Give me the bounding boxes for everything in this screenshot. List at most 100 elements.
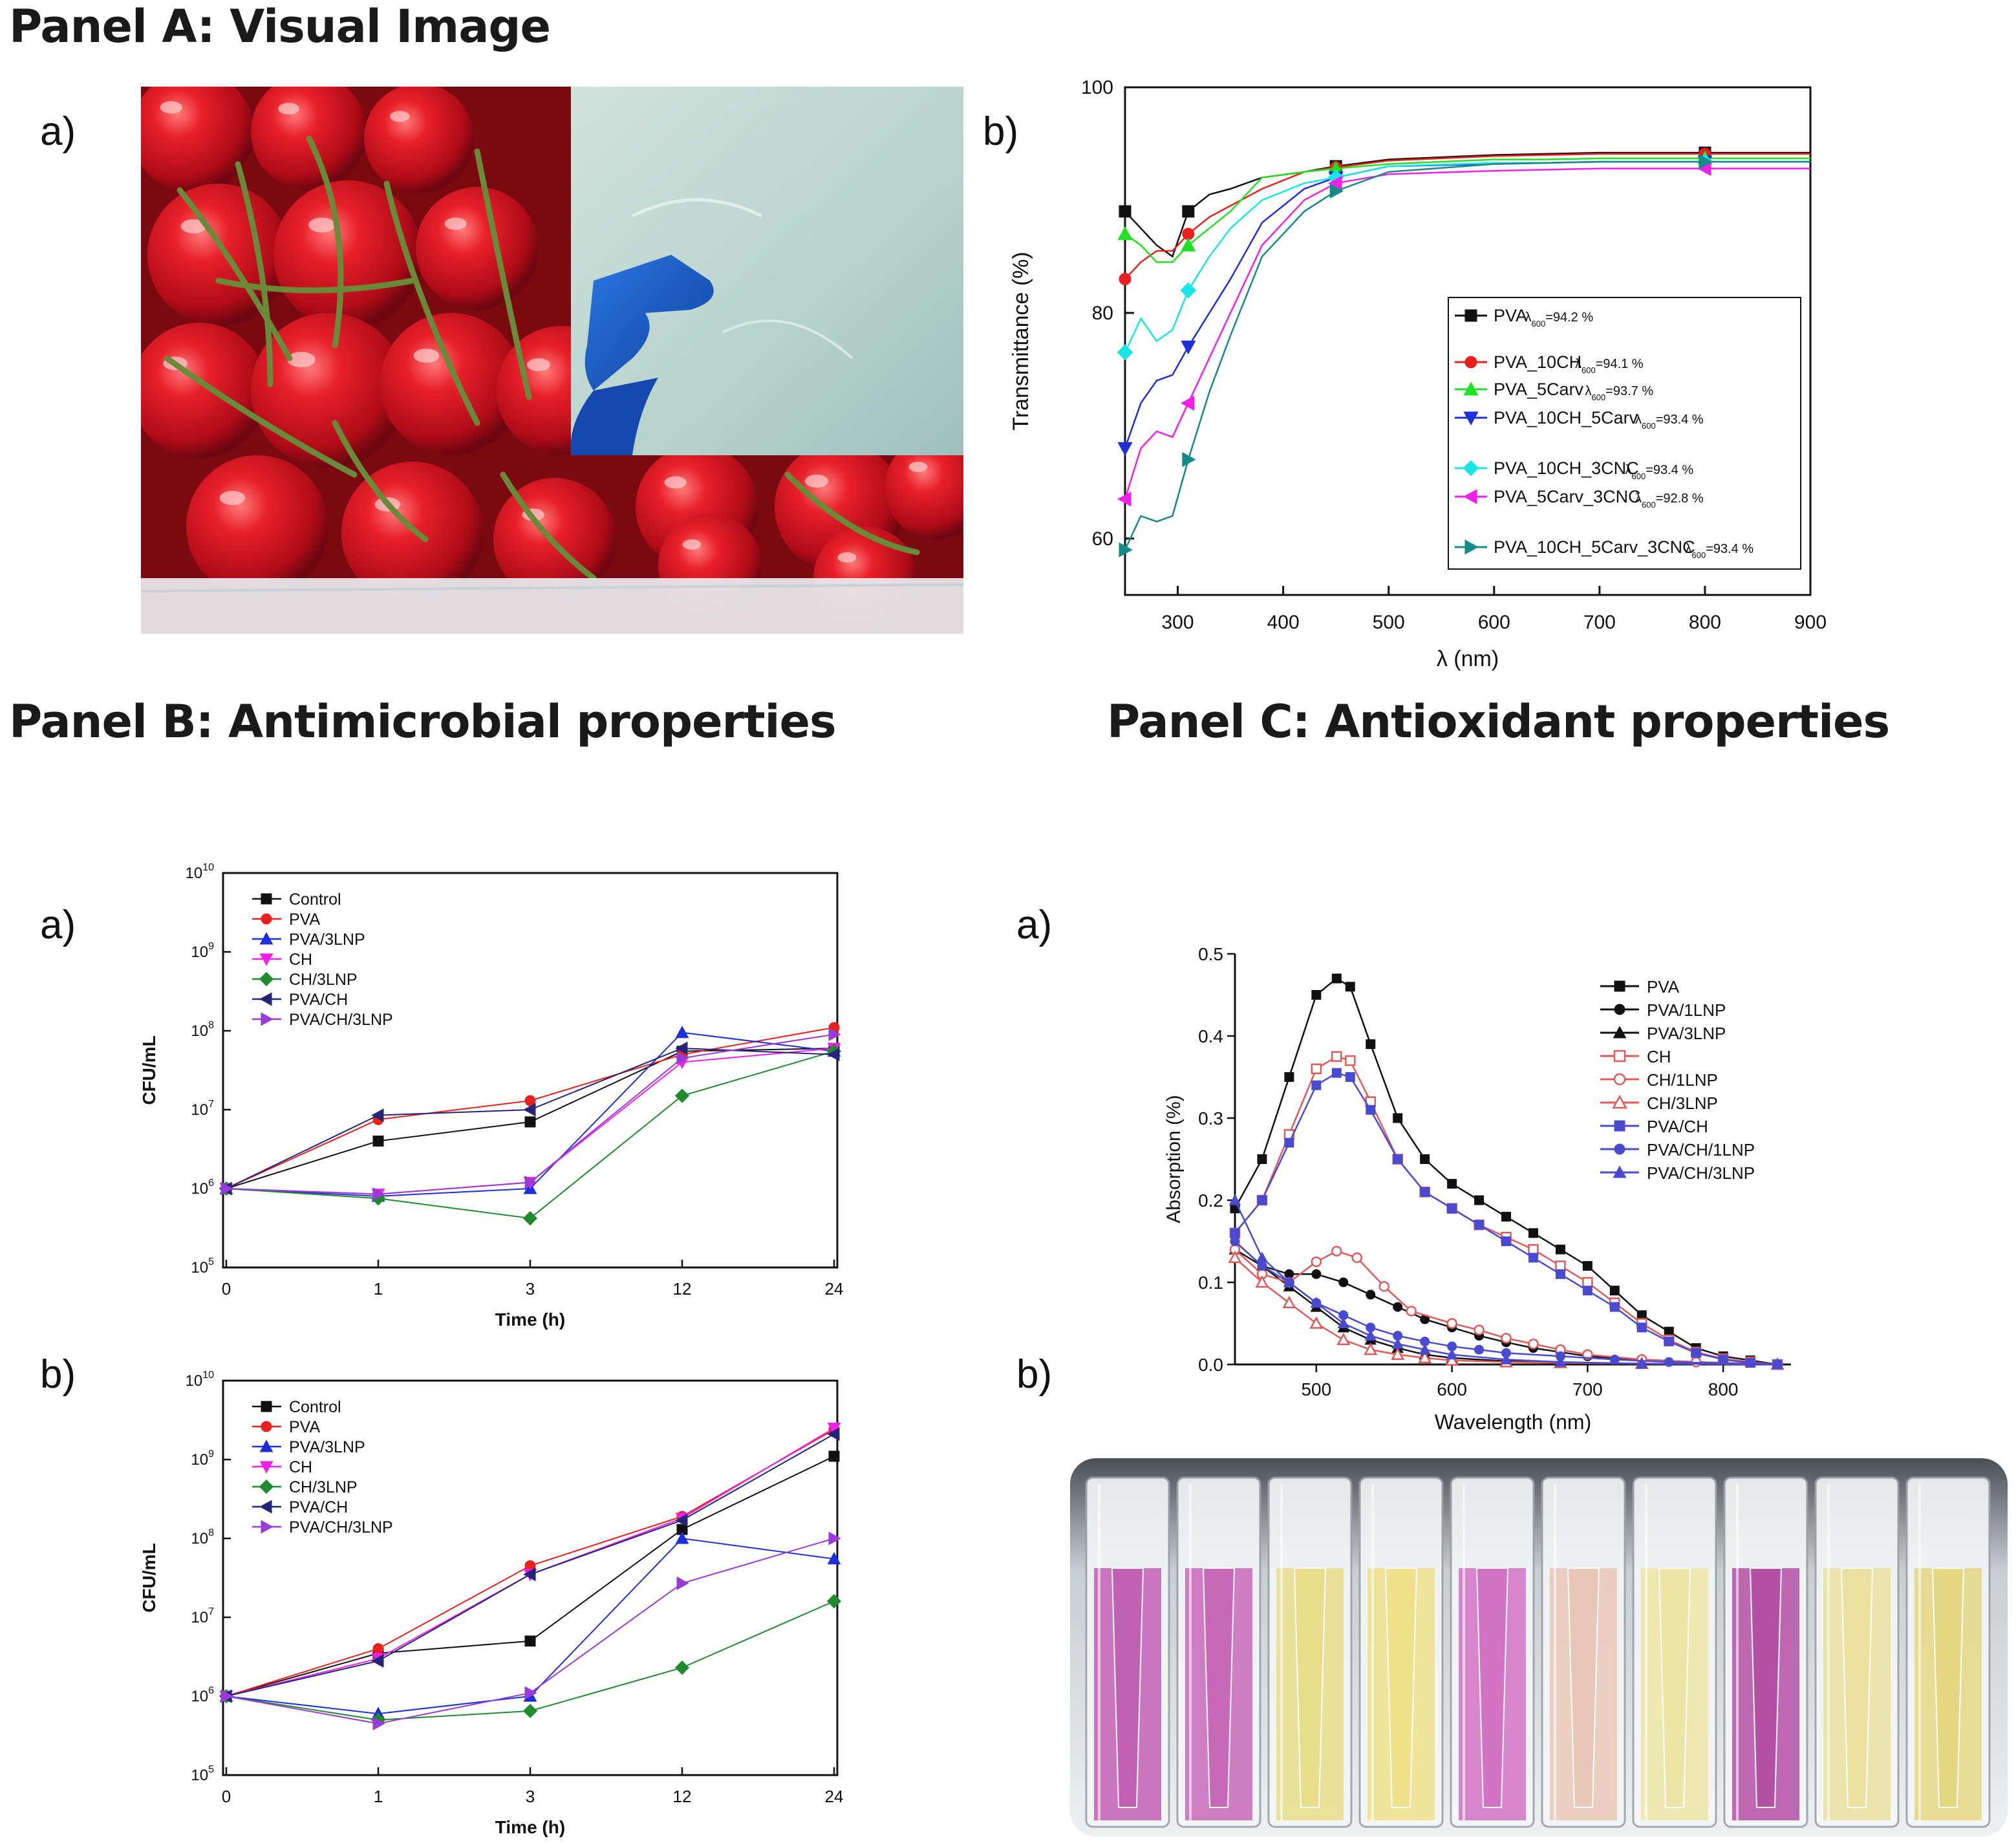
y-tick-label: 107 — [191, 1606, 214, 1626]
legend-marker — [259, 992, 272, 1006]
series-line — [226, 1600, 835, 1721]
y-tick-label: 108 — [191, 1020, 214, 1040]
data-point — [1331, 973, 1342, 984]
data-point — [1228, 1194, 1241, 1205]
data-point — [372, 1643, 384, 1655]
data-point — [1528, 1228, 1538, 1238]
data-point — [1474, 1195, 1485, 1205]
x-tick-label: 800 — [1689, 612, 1721, 633]
data-point — [827, 1427, 840, 1441]
x-tick-label: 24 — [825, 1787, 844, 1806]
panel-a-label-b: b) — [983, 109, 1019, 154]
legend-label: PVA/CH — [289, 1498, 348, 1516]
legend-label: CH/3LNP — [289, 971, 358, 989]
legend-label: PVA/3LNP — [289, 1438, 365, 1456]
data-point — [1284, 1072, 1294, 1082]
cuvette-inner — [1931, 1568, 1965, 1808]
y-tick-label: 0.0 — [1198, 1355, 1223, 1375]
data-point — [1366, 1289, 1376, 1300]
legend-value: λ600=94.1 % — [1575, 357, 1644, 375]
data-point — [1636, 1357, 1648, 1369]
data-point — [1310, 1297, 1323, 1308]
data-point — [828, 1450, 840, 1462]
data-point — [1230, 1236, 1240, 1246]
cuvettes-photo — [1070, 1458, 2008, 1837]
data-point — [1283, 1276, 1296, 1288]
x-tick-label: 0 — [222, 1279, 231, 1299]
cherry — [885, 436, 963, 539]
y-tick-label: 80 — [1092, 303, 1113, 324]
data-point — [1331, 1068, 1342, 1078]
x-tick-label: 0 — [222, 1787, 231, 1806]
data-point — [1366, 1039, 1376, 1050]
data-point — [1528, 1339, 1539, 1350]
data-point — [1582, 1277, 1593, 1288]
legend-value: λ600=94.2 % — [1525, 310, 1594, 329]
legend-marker — [1464, 539, 1479, 555]
series-line — [1124, 167, 1810, 500]
x-axis-label: Time (h) — [495, 1310, 565, 1330]
series-PVA/CH/3LNP — [220, 1531, 841, 1730]
x-tick-label: 700 — [1583, 612, 1616, 633]
legend-marker — [259, 971, 274, 987]
cherries-photo — [141, 87, 963, 634]
legend-label: PVA/CH/3LNP — [289, 1518, 393, 1536]
legend-label: PVA/CH/1LNP — [1647, 1140, 1755, 1159]
data-point — [1364, 1342, 1378, 1355]
cherry-highlight — [908, 462, 928, 472]
y-axis-label: CFU/mL — [139, 1035, 159, 1105]
data-point — [826, 1593, 842, 1609]
data-point — [1420, 1154, 1430, 1164]
data-point — [1474, 1220, 1485, 1230]
series-line — [1234, 1055, 1778, 1366]
data-point — [1447, 1203, 1457, 1214]
data-point — [523, 1568, 536, 1582]
data-point — [1331, 1245, 1342, 1256]
y-tick-label: 0.1 — [1198, 1273, 1223, 1293]
data-point — [827, 1048, 840, 1062]
y-tick-label: 0.5 — [1198, 944, 1223, 964]
data-point — [1338, 1277, 1349, 1288]
legend-label: PVA — [289, 911, 320, 929]
data-point — [1582, 1349, 1593, 1361]
series-line — [1124, 160, 1810, 550]
legend-box — [1448, 297, 1801, 570]
data-point — [1445, 1353, 1459, 1366]
y-tick-label: 60 — [1092, 528, 1113, 550]
x-axis-label: Wavelength (nm) — [1435, 1410, 1591, 1434]
data-point — [1393, 1154, 1403, 1164]
legend-value: λ600=93.4 % — [1625, 463, 1694, 481]
data-point — [1345, 1055, 1356, 1066]
cherry-highlight — [308, 217, 336, 233]
data-point — [1699, 154, 1713, 169]
cherry — [251, 313, 406, 468]
data-point — [1117, 442, 1133, 457]
data-point — [372, 1716, 385, 1730]
data-point — [1311, 1063, 1322, 1075]
cherry-highlight — [160, 101, 182, 114]
legend-marker — [261, 893, 272, 905]
data-point — [675, 1041, 688, 1055]
series-line — [1234, 977, 1778, 1366]
y-tick-label: 106 — [191, 1685, 214, 1705]
cherry-highlight — [413, 349, 440, 363]
legend-marker — [1463, 411, 1479, 426]
data-point — [1664, 1336, 1674, 1346]
cuvette-inner — [1202, 1568, 1236, 1808]
legend-marker — [261, 1401, 272, 1412]
data-point — [1555, 1244, 1565, 1255]
cherry-highlight — [219, 491, 246, 505]
legend-label: CH/3LNP — [289, 1478, 358, 1496]
cherry-highlight — [444, 217, 467, 230]
data-point — [372, 1136, 384, 1147]
data-point — [1528, 1253, 1538, 1263]
data-point — [371, 1654, 384, 1668]
legend-value: λ600=93.7 % — [1585, 384, 1654, 402]
data-point — [1474, 1344, 1485, 1355]
x-tick-label: 12 — [673, 1787, 692, 1806]
cuvette-inner — [1567, 1568, 1600, 1808]
data-point — [1329, 183, 1344, 199]
data-point — [674, 1660, 690, 1675]
data-point — [1351, 1252, 1363, 1264]
data-point — [1331, 1051, 1342, 1062]
